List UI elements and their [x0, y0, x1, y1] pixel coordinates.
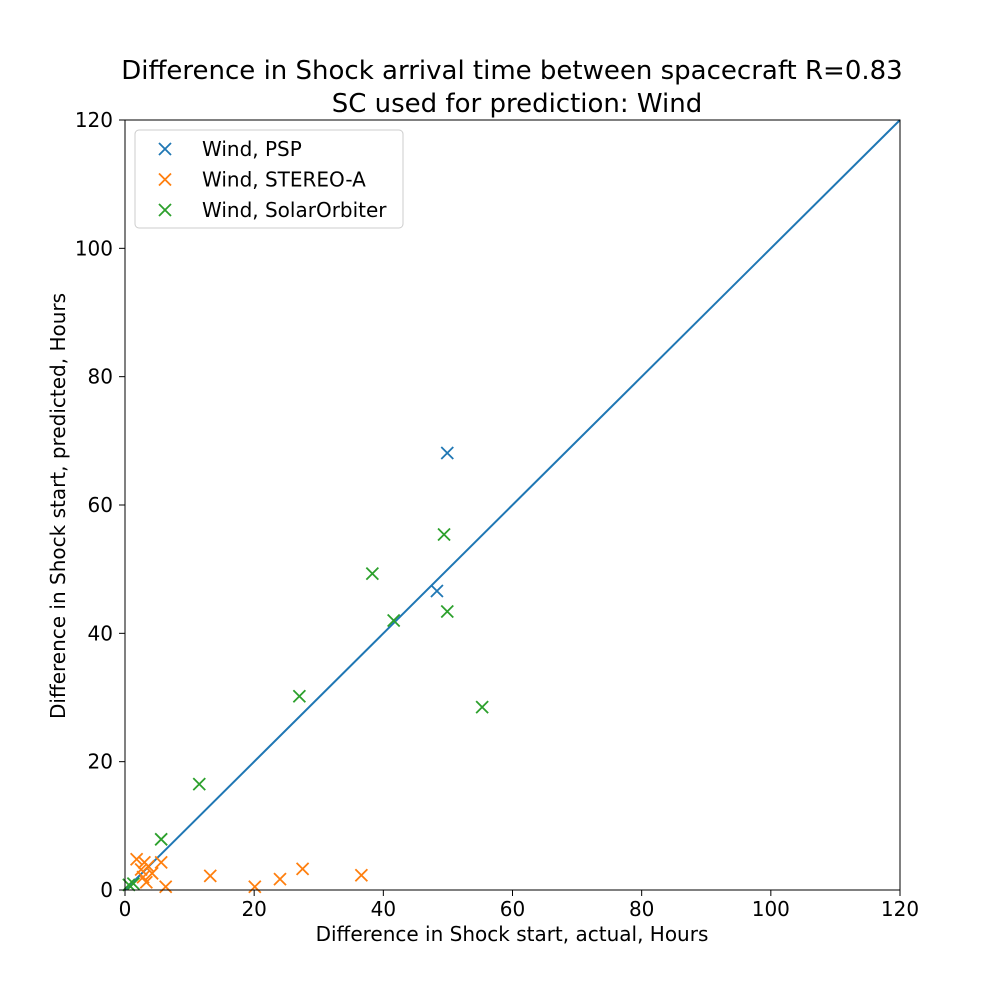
data-point	[154, 832, 168, 846]
data-point	[354, 868, 369, 882]
data-point	[141, 859, 155, 873]
x-tick-label: 100	[752, 897, 790, 921]
data-point	[126, 876, 141, 891]
data-point	[440, 446, 454, 460]
plot-area	[122, 119, 901, 894]
data-point	[273, 872, 287, 886]
legend-label: Wind, SolarOrbiter	[202, 198, 387, 222]
x-tick-label: 120	[881, 897, 919, 921]
data-point	[139, 875, 153, 889]
x-tick-label: 0	[119, 897, 132, 921]
y-axis-label: Difference in Shock start, predicted, Ho…	[46, 293, 70, 719]
data-point	[154, 855, 168, 870]
series-1	[129, 852, 369, 894]
data-point	[295, 862, 310, 876]
data-point	[365, 567, 379, 581]
data-point	[129, 852, 144, 866]
legend-marker	[158, 142, 172, 156]
axis-ticks: 0 20 40 60 80 100 120 0 20 40 60 80 100 120	[75, 108, 919, 921]
data-point	[145, 866, 159, 880]
y-tick-label: 40	[88, 621, 113, 645]
reference-line	[124, 119, 901, 891]
x-axis-label: Difference in Shock start, actual, Hours	[316, 922, 709, 946]
legend-label: Wind, PSP	[202, 137, 302, 161]
x-tick-label: 20	[241, 897, 266, 921]
legend: Wind, PSP Wind, STEREO-A Wind, SolarOrbite…	[134, 129, 404, 229]
data-point	[430, 584, 444, 598]
y-tick-label: 20	[88, 750, 113, 774]
axes-frame	[124, 119, 901, 891]
data-point	[387, 613, 401, 628]
legend-box	[134, 129, 404, 229]
y-tick-label: 0	[100, 878, 113, 902]
data-point	[437, 527, 451, 542]
data-point	[159, 880, 173, 894]
y-tick-label: 120	[75, 108, 113, 132]
x-tick-label: 60	[500, 897, 525, 921]
data-point	[134, 862, 148, 877]
data-point	[475, 700, 489, 714]
series-2	[122, 527, 489, 892]
data-point	[248, 880, 262, 894]
data-point	[440, 604, 454, 619]
series-0	[430, 446, 454, 598]
legend-marker	[158, 203, 172, 217]
x-tick-label: 80	[629, 897, 654, 921]
chart-title: Difference in Shock arrival time between…	[121, 56, 902, 86]
legend-marker	[158, 172, 172, 187]
y-tick-label: 60	[88, 493, 113, 517]
legend-label: Wind, STEREO-A	[202, 168, 366, 192]
chart-subtitle: SC used for prediction: Wind	[332, 89, 703, 119]
y-tick-label: 80	[88, 365, 113, 389]
data-point	[203, 869, 217, 883]
data-point	[192, 777, 206, 791]
y-tick-label: 100	[75, 236, 113, 260]
data-point	[292, 689, 307, 703]
x-tick-label: 40	[371, 897, 396, 921]
